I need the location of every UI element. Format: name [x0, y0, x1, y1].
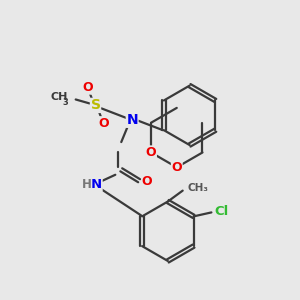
Text: Cl: Cl — [214, 205, 228, 218]
Text: O: O — [98, 117, 109, 130]
Text: 3: 3 — [62, 98, 68, 107]
Text: O: O — [146, 146, 156, 159]
Text: O: O — [82, 81, 93, 94]
Text: O: O — [142, 175, 152, 188]
Text: H: H — [82, 178, 92, 191]
Text: CH: CH — [50, 92, 68, 103]
Text: CH₃: CH₃ — [188, 183, 208, 193]
Text: N: N — [91, 178, 102, 191]
Text: S: S — [91, 98, 100, 112]
Text: N: N — [126, 113, 138, 127]
Text: O: O — [171, 161, 182, 174]
